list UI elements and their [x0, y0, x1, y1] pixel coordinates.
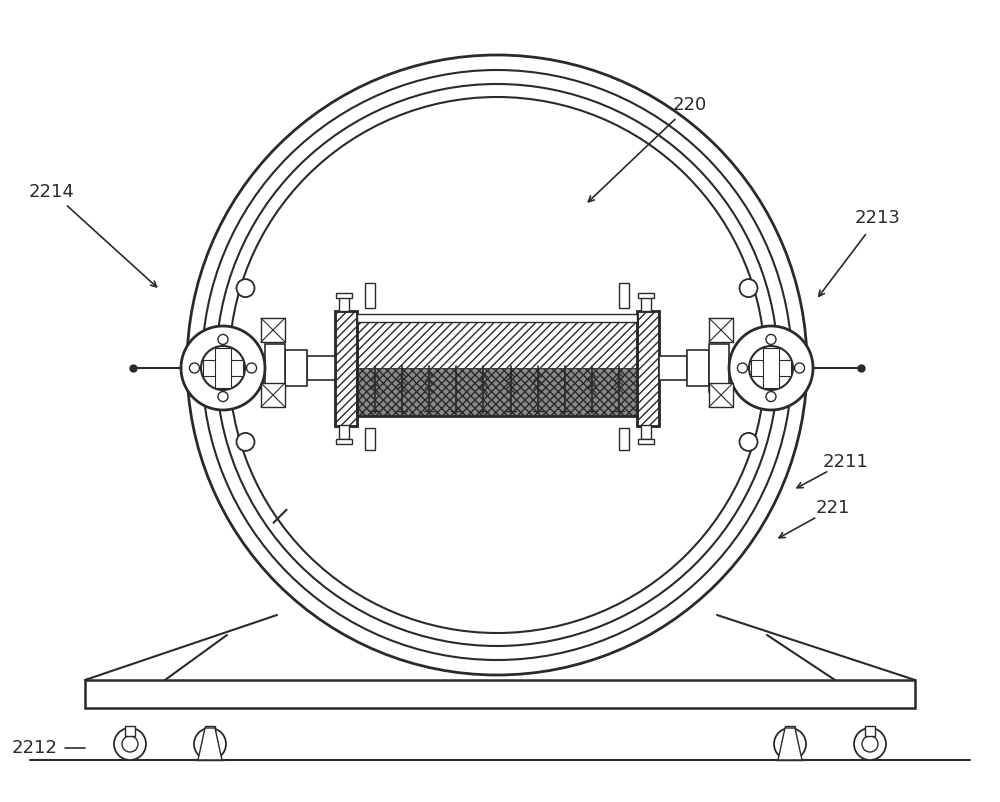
- Circle shape: [749, 346, 793, 390]
- Polygon shape: [778, 728, 802, 760]
- Circle shape: [202, 736, 218, 752]
- Circle shape: [218, 334, 228, 344]
- Bar: [335, 311, 357, 426]
- Circle shape: [216, 84, 778, 646]
- Bar: [619, 428, 629, 450]
- Bar: [865, 726, 875, 736]
- Circle shape: [122, 736, 138, 752]
- Bar: [709, 344, 729, 392]
- Bar: [125, 726, 135, 736]
- Bar: [215, 348, 231, 388]
- Text: 2211: 2211: [822, 453, 868, 471]
- Circle shape: [740, 279, 758, 297]
- Bar: [205, 726, 215, 736]
- Text: 220: 220: [673, 96, 707, 114]
- Bar: [307, 356, 335, 380]
- Bar: [357, 368, 637, 415]
- Circle shape: [774, 728, 806, 760]
- Circle shape: [229, 97, 765, 633]
- Bar: [365, 283, 375, 308]
- Circle shape: [189, 363, 199, 373]
- Bar: [335, 311, 357, 426]
- Circle shape: [236, 279, 254, 297]
- Text: 2214: 2214: [29, 183, 75, 201]
- Bar: [357, 321, 637, 368]
- Bar: [659, 356, 687, 380]
- Bar: [265, 344, 285, 392]
- Text: 2212: 2212: [12, 739, 58, 757]
- Bar: [637, 311, 659, 426]
- Bar: [336, 439, 352, 444]
- Polygon shape: [198, 728, 222, 760]
- Circle shape: [201, 346, 245, 390]
- Circle shape: [218, 391, 228, 402]
- Bar: [763, 348, 779, 388]
- Bar: [638, 293, 654, 298]
- Bar: [709, 318, 733, 342]
- Circle shape: [181, 326, 265, 410]
- Bar: [357, 321, 637, 416]
- Bar: [365, 428, 375, 450]
- Bar: [641, 297, 651, 311]
- Circle shape: [187, 55, 807, 675]
- Bar: [641, 425, 651, 439]
- Circle shape: [194, 728, 226, 760]
- Circle shape: [766, 391, 776, 402]
- Circle shape: [740, 433, 758, 451]
- Bar: [638, 439, 654, 444]
- Bar: [203, 360, 243, 375]
- Bar: [785, 726, 795, 736]
- Circle shape: [862, 736, 878, 752]
- Bar: [687, 350, 709, 386]
- Text: 221: 221: [816, 499, 850, 517]
- Bar: [285, 350, 307, 386]
- Bar: [619, 283, 629, 308]
- Circle shape: [114, 728, 146, 760]
- Circle shape: [202, 70, 792, 660]
- Bar: [751, 360, 791, 375]
- Bar: [261, 383, 285, 407]
- Circle shape: [795, 363, 805, 373]
- Circle shape: [782, 736, 798, 752]
- Circle shape: [729, 326, 813, 410]
- Bar: [637, 311, 659, 426]
- Circle shape: [854, 728, 886, 760]
- Bar: [261, 318, 285, 342]
- Circle shape: [737, 363, 747, 373]
- Bar: [357, 314, 637, 322]
- Bar: [85, 680, 915, 708]
- Bar: [336, 293, 352, 298]
- Bar: [339, 425, 349, 439]
- Text: 2213: 2213: [855, 209, 901, 227]
- Circle shape: [236, 433, 254, 451]
- Bar: [709, 383, 733, 407]
- Bar: [339, 297, 349, 311]
- Circle shape: [247, 363, 257, 373]
- Circle shape: [766, 334, 776, 344]
